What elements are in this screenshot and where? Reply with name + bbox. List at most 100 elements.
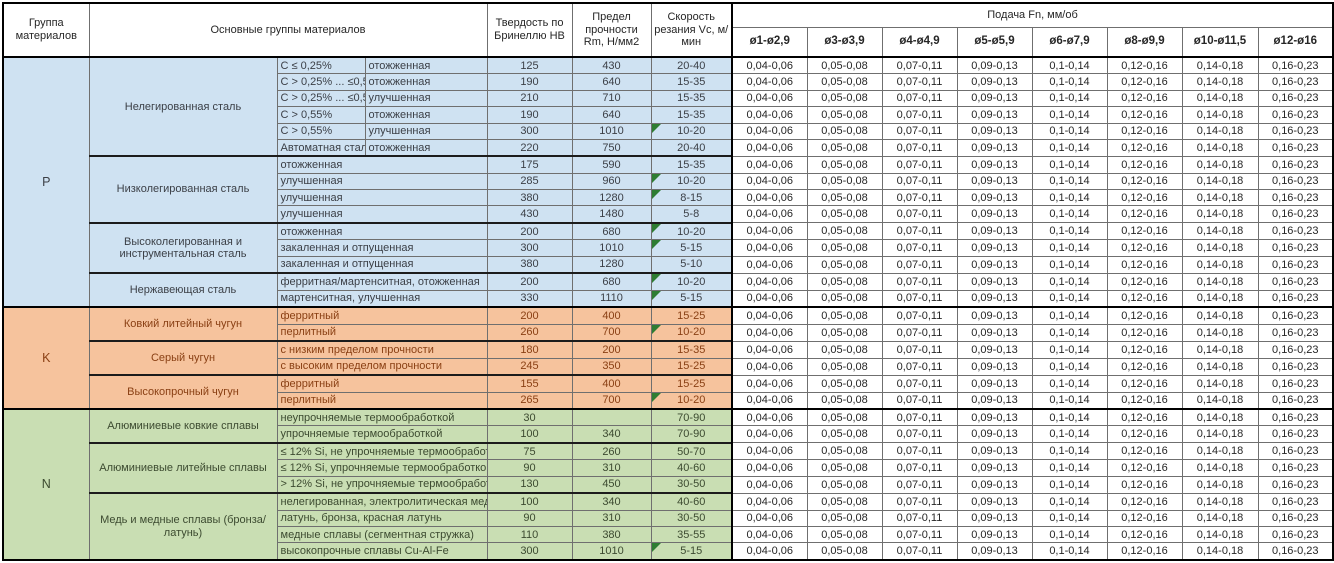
header-feed-col-3: ø4-ø4,9 — [881, 26, 958, 58]
material-type-cell: ферритная/мартенситная, отожженная — [276, 272, 488, 291]
feed-cell: 0,1-0,14 — [1031, 122, 1108, 140]
material-type-cell: ≤ 12% Si, не упрочняемые термообработкой — [276, 441, 488, 461]
rm-cell: 1280 — [571, 255, 652, 274]
material-type-cell: мартенситная, улучшенная — [276, 289, 488, 308]
hb-cell: 190 — [486, 106, 573, 124]
feed-cell: 0,09-0,13 — [956, 357, 1033, 376]
table-row: закаленная и отпущенная 380 1280 5-10 0,04-0… — [3, 255, 1334, 274]
vc-cell: 10-20 — [650, 272, 733, 291]
rm-cell: 750 — [571, 138, 652, 157]
table-row: латунь, бронза, красная латунь 90 310 30-50… — [3, 509, 1334, 528]
feed-cell: 0,09-0,13 — [956, 56, 1033, 75]
note-triangle-icon — [652, 543, 661, 553]
rm-cell: 960 — [571, 172, 652, 191]
feed-cell: 0,12-0,16 — [1106, 289, 1183, 308]
feed-cell: 0,04-0,06 — [731, 374, 808, 393]
feed-cell: 0,12-0,16 — [1106, 239, 1183, 257]
feed-cell: 0,16-0,23 — [1257, 509, 1334, 528]
table-row: C > 0,25% ... ≤0,55%отожженная19064015-3… — [3, 73, 1334, 91]
table-row: Нержавеющая сталь ферритная/мартенситная,… — [3, 272, 1334, 308]
feed-cell: 0,14-0,18 — [1181, 509, 1259, 528]
hb-cell: 100 — [486, 425, 573, 444]
table-row: Медь и медные сплавы (бронза/латунь) неле… — [3, 492, 1334, 561]
feed-cell: 0,05-0,08 — [806, 542, 883, 561]
table-row: высокопрочные сплавы Cu-Al-Fe 300 1010 5-15… — [3, 542, 1334, 561]
feed-cell: 0,09-0,13 — [956, 122, 1033, 140]
table-row: P Нелегированная сталь C ≤ 0,25% отожженная… — [2, 56, 1334, 308]
note-triangle-icon — [652, 240, 661, 250]
hb-cell: 220 — [486, 138, 573, 157]
material-type-cell: C > 0,25% ... ≤0,55% — [276, 73, 366, 91]
feed-cell: 0,1-0,14 — [1031, 56, 1108, 75]
feed-cell: 0,09-0,13 — [956, 106, 1033, 124]
feed-cell: 0,09-0,13 — [956, 492, 1033, 511]
material-type-cell: перлитный — [276, 391, 488, 410]
header-strength-rm: Предел прочности Rm, Н/мм2 — [571, 2, 652, 58]
table-row: с высоким пределом прочности 245 350 15-25 0… — [3, 357, 1334, 376]
material-type-cell: улучшенная — [276, 172, 488, 191]
table-row: C > 0,25% ... ≤0,55%улучшенная21071015-3… — [3, 89, 1334, 108]
vc-cell: 15-35 — [650, 340, 733, 359]
material-type-cell: ферритный — [276, 306, 488, 325]
material-type-cell: отожженная — [276, 221, 488, 241]
feed-cell: 0,14-0,18 — [1181, 272, 1259, 291]
header-feed-title: Подача Fn, мм/об — [730, 2, 1334, 28]
feed-cell: 0,14-0,18 — [1181, 542, 1259, 561]
header-hardness-hb: Твердость по Бринеллю HB — [486, 2, 573, 58]
feed-cell: 0,04-0,06 — [731, 391, 808, 410]
table-row: C > 0,55% отожженная 190 640 15-35 0,04-0,06 0… — [3, 106, 1334, 124]
feed-cell: 0,16-0,23 — [1257, 306, 1334, 325]
material-type-cell: нелегированная, электролитическая медь — [276, 492, 488, 511]
feed-cell: 0,09-0,13 — [956, 205, 1033, 224]
feed-cell: 0,1-0,14 — [1031, 189, 1108, 207]
table-row: K Ковкий литейный чугун ферритный 200 400 15-… — [2, 306, 1334, 410]
table-row: Высокопрочный чугун ферритный 155 400 15-25 0… — [3, 374, 1334, 410]
feed-cell: 0,05-0,08 — [806, 475, 883, 494]
feed-cell: 0,12-0,16 — [1106, 442, 1183, 461]
hb-cell: 260 — [486, 323, 573, 342]
hb-cell: 155 — [486, 374, 573, 393]
feed-cell: 0,07-0,11 — [881, 542, 958, 561]
vc-cell: 15-35 — [650, 89, 733, 108]
feed-cell: 0,05-0,08 — [806, 340, 883, 359]
material-subgroup-cell: Ковкий литейный чугун — [88, 306, 278, 342]
feed-cell: 0,16-0,23 — [1257, 391, 1334, 410]
feed-cell: 0,1-0,14 — [1031, 442, 1108, 461]
material-state-cell: отожженная — [364, 138, 488, 157]
vc-cell: 15-25 — [650, 306, 733, 325]
rm-cell: 310 — [571, 459, 652, 477]
feed-cell: 0,1-0,14 — [1031, 407, 1108, 427]
feed-cell: 0,1-0,14 — [1031, 509, 1108, 528]
feed-cell: 0,14-0,18 — [1181, 357, 1259, 376]
feed-cell: 0,05-0,08 — [806, 155, 883, 174]
vc-cell: 70-90 — [650, 425, 733, 444]
hb-cell: 300 — [486, 122, 573, 140]
feed-cell: 0,1-0,14 — [1031, 73, 1108, 91]
feed-cell: 0,1-0,14 — [1031, 239, 1108, 257]
feed-cell: 0,12-0,16 — [1106, 155, 1183, 174]
material-type-cell: упрочняемые термообработкой — [276, 425, 488, 444]
feed-cell: 0,09-0,13 — [956, 272, 1033, 291]
feed-cell: 0,16-0,23 — [1257, 272, 1334, 291]
table-row: медные сплавы (сегментная стружка) 110 380… — [3, 525, 1334, 544]
feed-cell: 0,16-0,23 — [1257, 172, 1334, 191]
feed-cell: 0,14-0,18 — [1181, 374, 1259, 393]
feed-cell: 0,05-0,08 — [806, 525, 883, 544]
table-row: перлитный 265 700 10-20 0,04-0,06 0,05-0,08 0,… — [3, 391, 1334, 410]
vc-cell: 50-70 — [650, 441, 733, 461]
rm-cell: 1280 — [571, 189, 652, 207]
feed-cell: 0,16-0,23 — [1257, 374, 1334, 393]
material-group-cell: P — [2, 56, 90, 308]
hb-cell: 200 — [486, 221, 573, 241]
header-material-group: Группа материалов — [2, 2, 90, 58]
feed-cell: 0,04-0,06 — [731, 509, 808, 528]
feed-cell: 0,12-0,16 — [1106, 492, 1183, 511]
feed-cell: 0,07-0,11 — [881, 138, 958, 157]
feed-cell: 0,07-0,11 — [881, 205, 958, 224]
feed-cell: 0,04-0,06 — [731, 357, 808, 376]
rm-cell: 590 — [571, 155, 652, 174]
feed-cell: 0,05-0,08 — [806, 189, 883, 207]
rm-cell: 450 — [571, 475, 652, 494]
material-state-cell: улучшенная — [364, 122, 488, 140]
feed-cell: 0,14-0,18 — [1181, 56, 1259, 75]
